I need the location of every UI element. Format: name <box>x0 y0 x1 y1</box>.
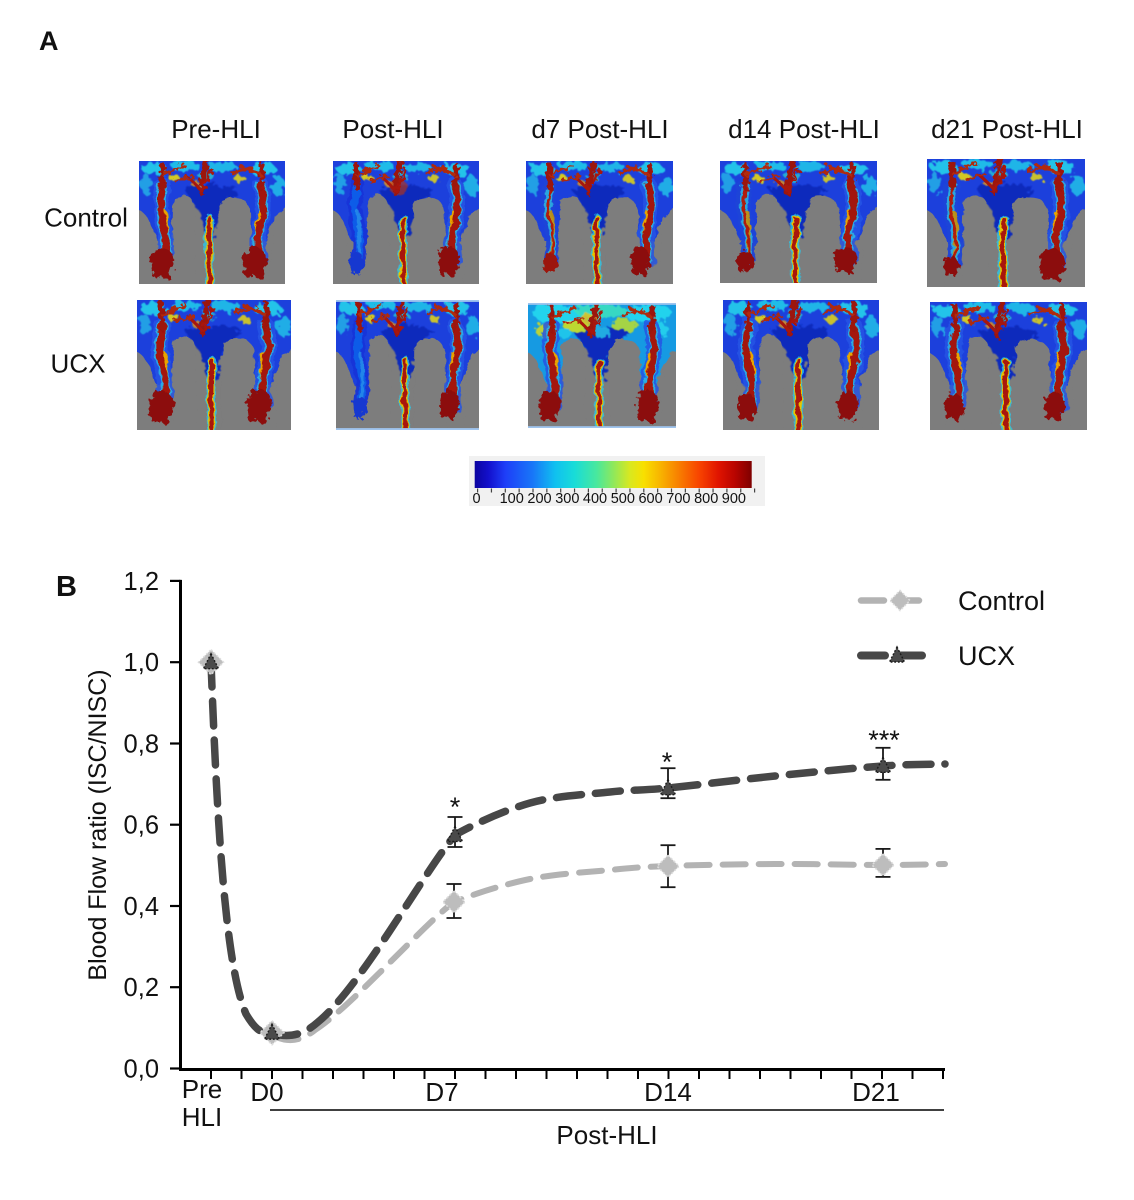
svg-text:D14: D14 <box>644 1077 692 1107</box>
svg-text:0,8: 0,8 <box>124 731 159 759</box>
svg-text:D21: D21 <box>852 1077 900 1107</box>
svg-text:B: B <box>56 571 77 603</box>
svg-text:HLI: HLI <box>182 1102 222 1132</box>
svg-text:1,0: 1,0 <box>124 649 159 677</box>
svg-text:0: 0 <box>472 491 480 506</box>
svg-text:D7: D7 <box>425 1077 458 1107</box>
svg-text:0,4: 0,4 <box>124 893 159 921</box>
svg-text:0,6: 0,6 <box>124 812 159 840</box>
svg-text:400: 400 <box>583 491 607 506</box>
svg-text:*: * <box>450 792 461 822</box>
svg-text:0,2: 0,2 <box>124 974 159 1002</box>
svg-text:*: * <box>662 747 673 777</box>
svg-text:800: 800 <box>694 491 718 506</box>
svg-text:Control: Control <box>958 586 1045 616</box>
svg-text:700: 700 <box>666 491 690 506</box>
svg-text:600: 600 <box>638 491 662 506</box>
svg-text:200: 200 <box>527 491 551 506</box>
svg-text:***: *** <box>868 725 900 755</box>
svg-text:900: 900 <box>722 491 746 506</box>
svg-text:UCX: UCX <box>958 641 1015 671</box>
svg-text:Post-HLI: Post-HLI <box>556 1120 657 1150</box>
svg-text:Blood Flow ratio (ISC/NISC): Blood Flow ratio (ISC/NISC) <box>84 669 112 980</box>
svg-text:Pre: Pre <box>182 1074 222 1104</box>
svg-text:500: 500 <box>611 491 635 506</box>
svg-text:0,0: 0,0 <box>124 1056 159 1084</box>
svg-text:300: 300 <box>555 491 579 506</box>
svg-text:D0: D0 <box>250 1077 283 1107</box>
svg-text:1,2: 1,2 <box>124 568 159 596</box>
svg-text:100: 100 <box>500 491 524 506</box>
